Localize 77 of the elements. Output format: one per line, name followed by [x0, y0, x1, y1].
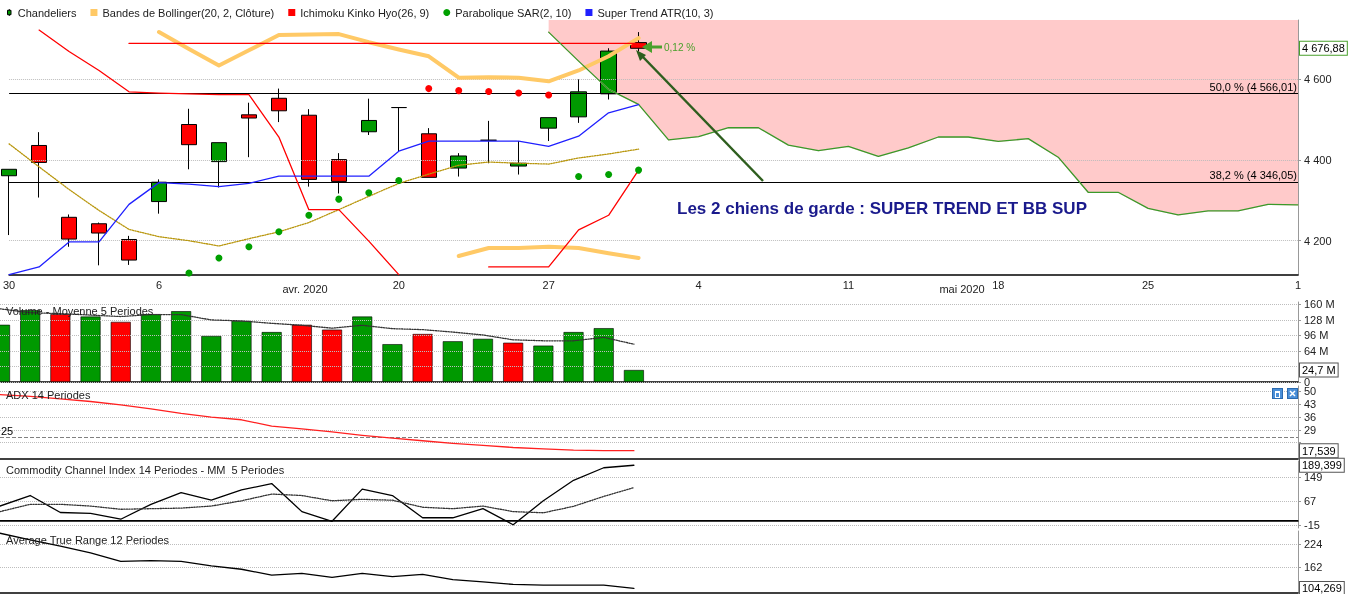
text: 189,399 — [1302, 459, 1342, 472]
x-tick-label: 6 — [155, 278, 163, 291]
y-tick-label: 50 — [1304, 385, 1317, 398]
ref-line-label: 50,0 % (4 566,01) — [1209, 80, 1297, 93]
point — [425, 85, 433, 93]
text: 24,7 M — [1302, 364, 1336, 377]
text: avr. 2020 — [282, 283, 328, 295]
y-tick-label: 64 M — [1304, 344, 1329, 357]
point — [635, 166, 643, 174]
point — [515, 89, 523, 97]
line-series — [0, 308, 635, 345]
point — [485, 87, 493, 95]
candlestick — [450, 152, 467, 178]
point — [365, 189, 373, 197]
candlestick — [241, 102, 257, 158]
y-tick-label: 43 — [1304, 398, 1317, 411]
candlestick — [421, 127, 437, 178]
candlestick — [540, 117, 557, 142]
point — [305, 211, 313, 219]
candlestick — [61, 213, 77, 248]
y-tick-label: 160 M — [1304, 298, 1335, 311]
y-tick-label: 67 — [1304, 495, 1317, 508]
x-tick-label: 25 — [1142, 278, 1155, 291]
legend-label: Parabolique SAR(2, 10) — [455, 6, 572, 19]
chart-title: Commodity Channel Index 14 Periodes - MM 5 Periodes — [6, 463, 285, 476]
ref-line-label: 38,2 % (4 346,05) — [1209, 169, 1297, 182]
y-tick-label: 4 200 — [1304, 234, 1332, 247]
y-tick-label: 0 — [1304, 376, 1311, 388]
x-tick-label: 11 — [842, 278, 855, 291]
point — [545, 91, 553, 99]
line-series — [156, 30, 641, 84]
annotation: 0,12 % — [664, 41, 696, 53]
line-series — [8, 104, 640, 276]
x-tick-label: 18 — [992, 278, 1005, 291]
y-tick-label: 4 600 — [1304, 73, 1332, 86]
y-tick-label: -15 — [1304, 519, 1320, 532]
point — [455, 87, 463, 95]
point — [245, 243, 253, 251]
text: 4 676,88 — [1302, 42, 1345, 55]
line-series — [456, 244, 641, 261]
legend-label: Chandeliers — [17, 6, 77, 19]
point — [575, 173, 583, 181]
point — [335, 195, 343, 203]
point — [395, 177, 403, 185]
legend-label: Super Trend ATR(10, 3) — [597, 6, 714, 19]
y-tick-label: 29 — [1304, 423, 1317, 436]
text: 17,539 — [1302, 444, 1336, 457]
x-tick-label: 30 — [2, 278, 16, 291]
y-tick-label: 149 — [1304, 471, 1323, 484]
line-series — [38, 29, 400, 276]
annotation: Les 2 chiens de garde : SUPER TREND ET BB SUP — [677, 198, 1087, 218]
y-tick-label: 162 — [1304, 561, 1323, 574]
legend-label: Bandes de Bollinger(20, 2, Clôture) — [102, 6, 275, 19]
text: 104,269 — [1302, 582, 1342, 594]
x-tick-label: 27 — [542, 278, 555, 291]
candlestick — [391, 106, 407, 152]
candlestick — [121, 235, 137, 266]
x-tick-label: 4 — [695, 278, 702, 291]
point — [605, 171, 613, 179]
y-tick-label: 128 M — [1304, 313, 1335, 326]
line-series — [0, 486, 635, 514]
y-tick-label: 224 — [1304, 537, 1323, 550]
y-tick-label: 96 M — [1304, 329, 1329, 342]
ref-line-label: 25 — [1, 424, 14, 437]
line-series — [0, 393, 635, 452]
y-tick-label: 36 — [1304, 411, 1317, 424]
line-series — [8, 143, 640, 247]
candlestick — [361, 98, 377, 136]
x-tick-label: 20 — [392, 278, 405, 291]
x-tick-label: 1 — [1294, 278, 1302, 291]
text: mai 2020 — [939, 283, 985, 295]
point — [275, 228, 283, 236]
line-series — [0, 532, 635, 590]
candlestick — [91, 222, 107, 266]
legend-label: Ichimoku Kinko Hyo(26, 9) — [300, 6, 430, 19]
y-tick-label: 4 400 — [1304, 154, 1332, 167]
candlestick — [181, 108, 197, 170]
